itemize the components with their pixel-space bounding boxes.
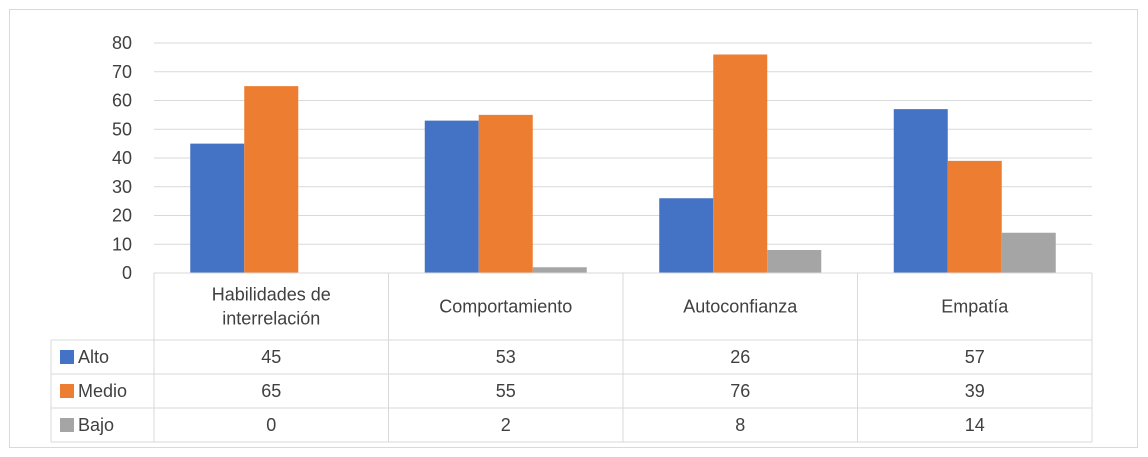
legend-key-bajo: [60, 418, 74, 432]
data-label-medio: 55: [496, 381, 516, 401]
bar-medio-4: [947, 160, 1002, 273]
y-tick-label: 20: [112, 206, 132, 226]
bar-bajo-2: [532, 267, 587, 273]
category-label: Autoconfianza: [683, 297, 798, 317]
category-label: interrelación: [222, 309, 320, 329]
y-tick-label: 0: [122, 263, 132, 283]
category-label: Habilidades de: [212, 285, 331, 305]
bar-alto-1: [190, 143, 245, 273]
y-tick-label: 30: [112, 177, 132, 197]
bar-bajo-4: [1001, 232, 1056, 273]
bar-medio-1: [244, 86, 299, 273]
legend-label-bajo: Bajo: [78, 415, 114, 435]
y-tick-label: 60: [112, 91, 132, 111]
data-label-alto: 53: [496, 347, 516, 367]
data-label-medio: 39: [965, 381, 985, 401]
bar-alto-4: [893, 109, 948, 273]
bar-alto-3: [659, 198, 714, 273]
legend-label-alto: Alto: [78, 347, 109, 367]
y-tick-label: 40: [112, 148, 132, 168]
legend-key-alto: [60, 350, 74, 364]
category-label: Empatía: [941, 297, 1009, 317]
y-axis: 0 10 20 30 40 50 60 70 80: [112, 33, 132, 283]
y-tick-label: 50: [112, 119, 132, 139]
bar-alto-2: [424, 120, 479, 273]
data-label-alto: 26: [730, 347, 750, 367]
y-tick-label: 80: [112, 33, 132, 53]
bar-bajo-3: [767, 250, 822, 273]
category-label: Comportamiento: [439, 297, 572, 317]
y-tick-label: 70: [112, 62, 132, 82]
data-label-bajo: 2: [501, 415, 511, 435]
bars: [190, 54, 1056, 273]
data-label-alto: 57: [965, 347, 985, 367]
bar-medio-3: [713, 54, 768, 273]
y-tick-label: 10: [112, 234, 132, 254]
data-label-medio: 65: [261, 381, 281, 401]
bar-medio-2: [478, 114, 533, 273]
data-label-alto: 45: [261, 347, 281, 367]
data-label-medio: 76: [730, 381, 750, 401]
legend-label-medio: Medio: [78, 381, 127, 401]
data-label-bajo: 0: [266, 415, 276, 435]
data-label-bajo: 14: [965, 415, 985, 435]
legend-key-medio: [60, 384, 74, 398]
data-label-bajo: 8: [735, 415, 745, 435]
data-table: Habilidades de interrelación Comportamient…: [50, 272, 1093, 443]
